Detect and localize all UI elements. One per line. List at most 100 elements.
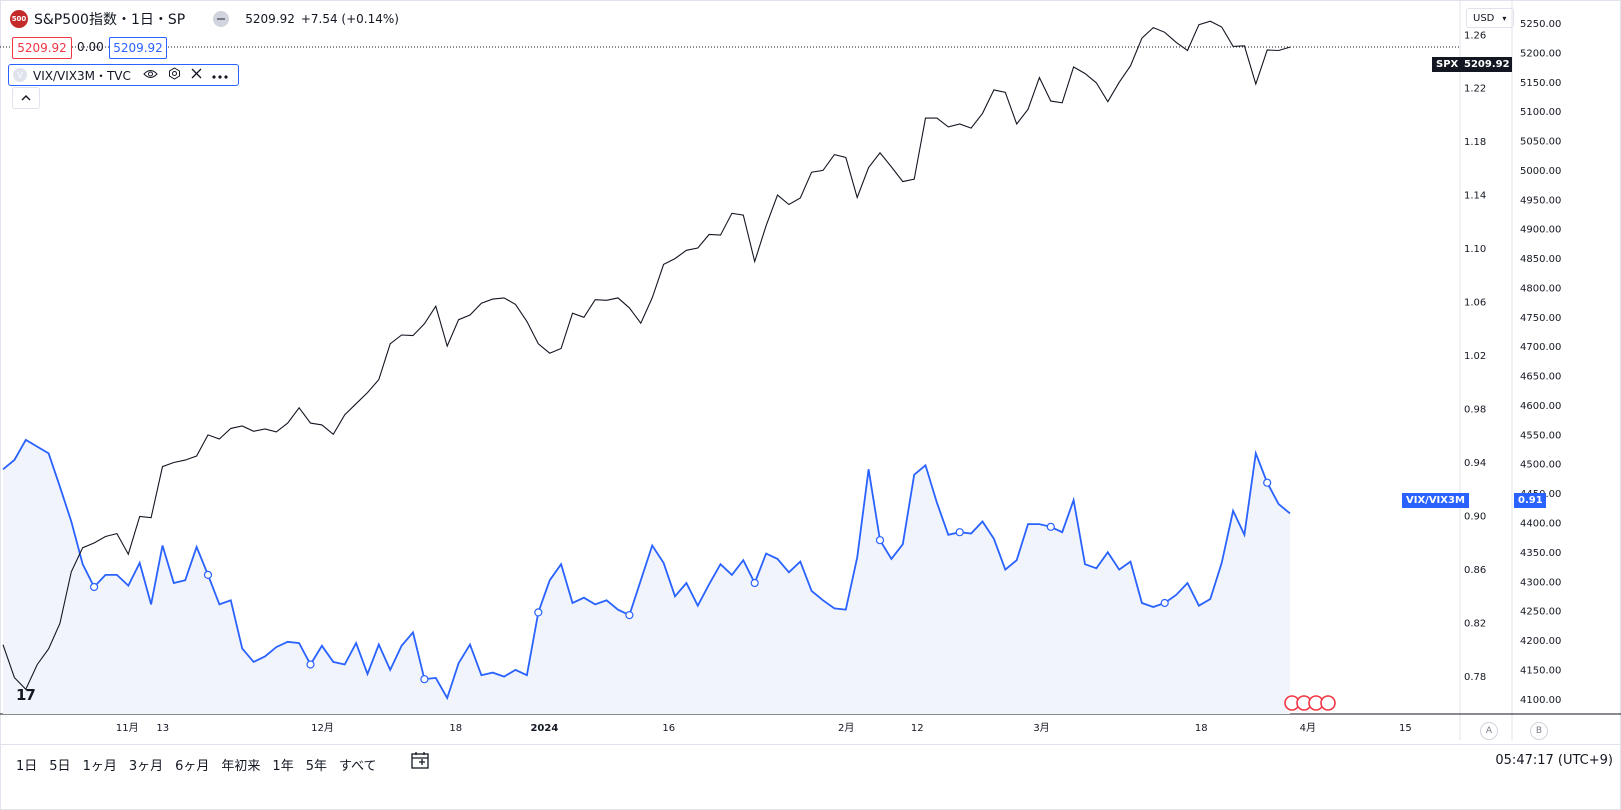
spx-axis-tick-22: 4150.00 xyxy=(1520,665,1561,676)
x-axis-tick-0: 11月 xyxy=(116,722,139,734)
spx-axis-tick-9: 4800.00 xyxy=(1520,284,1561,295)
vix-badge-icon: V xyxy=(13,68,27,82)
spx-axis-tick-13: 4600.00 xyxy=(1520,401,1561,412)
vix-event-marker-10[interactable] xyxy=(1160,598,1169,608)
vix-axis-tick-9: 0.90 xyxy=(1464,512,1486,523)
spx-axis-tick-3: 5100.00 xyxy=(1520,107,1561,118)
x-axis-tick-11: 15 xyxy=(1399,723,1412,734)
x-axis-tick-5: 16 xyxy=(662,723,675,734)
spx-axis-tick-8: 4850.00 xyxy=(1520,254,1561,265)
left-axis-auto-button[interactable]: A xyxy=(1480,722,1498,740)
x-axis-tick-7: 12 xyxy=(911,723,924,734)
vix-axis-tick-4: 1.10 xyxy=(1464,244,1486,255)
goto-date-icon[interactable] xyxy=(410,750,430,774)
vix-axis-tick-11: 0.82 xyxy=(1464,619,1486,630)
currency-select[interactable]: USD ▾ xyxy=(1466,8,1514,28)
x-axis-tick-1: 13 xyxy=(156,723,169,734)
vix-name-tag: VIX/VIX3M xyxy=(1402,493,1469,508)
vix-event-marker-0[interactable] xyxy=(89,582,99,592)
buy-price-button[interactable]: 5209.92 xyxy=(109,37,167,59)
collapse-minus-icon[interactable] xyxy=(213,11,230,27)
range-3m[interactable]: 3ヶ月 xyxy=(128,759,164,774)
vix-event-marker-3[interactable] xyxy=(420,675,429,684)
x-axis-tick-9: 18 xyxy=(1195,723,1208,734)
close-icon[interactable] xyxy=(191,68,202,83)
range-1m[interactable]: 1ヶ月 xyxy=(82,759,117,774)
vix-axis-tick-10: 0.86 xyxy=(1464,565,1486,576)
vix-legend[interactable]: V VIX/VIX3M・TVC xyxy=(8,64,239,86)
spx-axis-tick-17: 4400.00 xyxy=(1520,519,1561,530)
spx-axis-tick-10: 4750.00 xyxy=(1520,313,1561,324)
vix-event-marker-9[interactable] xyxy=(1046,522,1055,531)
vix-event-marker-8[interactable] xyxy=(955,528,964,537)
spx-name-tag: SPX xyxy=(1432,57,1463,72)
tradingview-logo: 17 xyxy=(16,686,36,704)
price-change: +7.54 (+0.14%) xyxy=(300,12,399,26)
sp500-logo-icon: 500 xyxy=(10,10,28,28)
vix-axis-tick-6: 1.02 xyxy=(1464,351,1486,362)
spx-axis-tick-19: 4300.00 xyxy=(1520,577,1561,588)
vix-series-line[interactable] xyxy=(2,438,1291,701)
vix-event-marker-4[interactable] xyxy=(534,608,543,617)
vix-axis-tick-12: 0.78 xyxy=(1464,672,1486,683)
x-axis-tick-4: 2024 xyxy=(530,723,558,734)
vix-event-marker-6[interactable] xyxy=(750,578,759,588)
range-1d[interactable]: 1日 xyxy=(16,759,38,774)
last-price: 5209.92 xyxy=(245,12,295,26)
range-6m[interactable]: 6ヶ月 xyxy=(175,759,210,774)
spx-axis-tick-12: 4650.00 xyxy=(1520,372,1561,383)
spx-axis-tick-6: 4950.00 xyxy=(1520,195,1561,206)
spx-axis-tick-4: 5050.00 xyxy=(1520,137,1561,148)
spx-axis-tick-1: 5200.00 xyxy=(1520,48,1561,59)
clock-timezone[interactable]: 05:47:17 (UTC+9) xyxy=(1495,753,1613,768)
collapse-legend-button[interactable] xyxy=(12,87,40,109)
vix-axis-tick-1: 1.22 xyxy=(1464,84,1486,95)
range-ytd[interactable]: 年初来 xyxy=(221,759,261,774)
currency-label: USD xyxy=(1473,12,1495,24)
symbol-title[interactable]: S&P500指数・1日・SP xyxy=(34,12,186,28)
spx-axis-tick-21: 4200.00 xyxy=(1520,636,1561,647)
spx-axis-tick-2: 5150.00 xyxy=(1520,78,1561,89)
sell-price-button[interactable]: 5209.92 xyxy=(12,37,72,59)
right-axis-auto-button[interactable]: B xyxy=(1530,722,1548,740)
range-buttons: 1日 5日 1ヶ月 3ヶ月 6ヶ月 年初来 1年 5年 すべて xyxy=(10,753,383,776)
vix-event-marker-1[interactable] xyxy=(203,570,213,580)
symbol-header: 500 S&P500指数・1日・SP 5209.92 +7.54 (+0.14%… xyxy=(10,8,399,30)
bottom-toolbar: 1日 5日 1ヶ月 3ヶ月 6ヶ月 年初来 1年 5年 すべて 05:47:17… xyxy=(0,744,1621,781)
chevron-down-icon: ▾ xyxy=(1502,13,1507,23)
spx-axis-tick-20: 4250.00 xyxy=(1520,607,1561,618)
vix-axis-tick-8: 0.94 xyxy=(1464,458,1486,469)
x-axis-tick-8: 3月 xyxy=(1033,722,1049,734)
more-icon[interactable] xyxy=(212,68,228,83)
vix-axis-tick-7: 0.98 xyxy=(1464,405,1486,416)
vix-event-marker-5[interactable] xyxy=(625,610,634,620)
range-1y[interactable]: 1年 xyxy=(272,759,294,774)
x-axis-tick-6: 2月 xyxy=(838,722,854,734)
range-5y[interactable]: 5年 xyxy=(305,759,327,774)
vix-event-marker-7[interactable] xyxy=(875,536,885,545)
vix-event-marker-11[interactable] xyxy=(1263,478,1272,487)
gear-icon[interactable] xyxy=(168,66,181,84)
spx-axis-tick-23: 4100.00 xyxy=(1520,695,1561,706)
chevron-up-icon xyxy=(21,95,31,101)
vix-event-marker-2[interactable] xyxy=(306,660,315,669)
spx-axis-tick-5: 5000.00 xyxy=(1520,166,1561,177)
range-all[interactable]: すべて xyxy=(338,759,377,774)
vix-area-fill xyxy=(3,439,1290,714)
range-5d[interactable]: 5日 xyxy=(49,759,71,774)
spx-series-line[interactable] xyxy=(2,20,1291,691)
spx-axis-tick-7: 4900.00 xyxy=(1520,225,1561,236)
vix-value-tag: 0.91 xyxy=(1514,493,1546,508)
event-flag-icon-3[interactable] xyxy=(1320,695,1336,711)
vix-axis-tick-0: 1.26 xyxy=(1464,30,1486,41)
vix-legend-label: VIX/VIX3M・TVC xyxy=(33,68,131,83)
spread-value: 0.00 xyxy=(77,40,104,54)
x-axis-tick-10: 4月 xyxy=(1300,722,1316,734)
spx-axis-tick-15: 4500.00 xyxy=(1520,460,1561,471)
vix-axis-tick-3: 1.14 xyxy=(1464,191,1486,202)
x-axis-tick-3: 18 xyxy=(449,723,462,734)
spx-axis-tick-14: 4550.00 xyxy=(1520,430,1561,441)
spx-axis-tick-18: 4350.00 xyxy=(1520,548,1561,559)
eye-icon[interactable] xyxy=(143,68,158,83)
